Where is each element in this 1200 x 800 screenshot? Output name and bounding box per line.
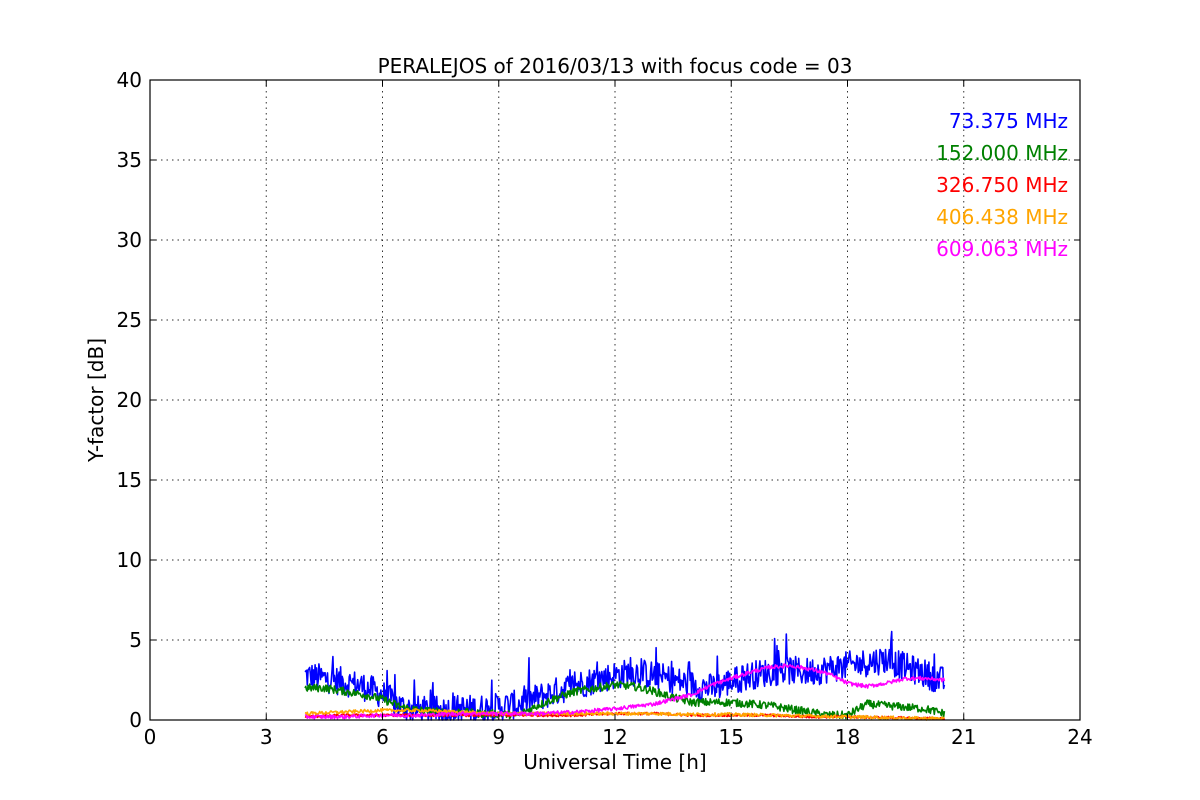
y-tick-label: 5 — [129, 628, 142, 652]
x-axis-title: Universal Time [h] — [523, 750, 706, 774]
y-tick-label: 0 — [129, 708, 142, 732]
y-tick-label: 15 — [117, 468, 142, 492]
x-tick-label: 21 — [951, 725, 976, 749]
legend-entry-2: 326.750 MHz — [936, 173, 1068, 197]
x-tick-label: 18 — [835, 725, 860, 749]
y-tick-label: 25 — [117, 308, 142, 332]
x-tick-label: 6 — [376, 725, 389, 749]
y-tick-label: 40 — [117, 68, 142, 92]
legend-entry-3: 406.438 MHz — [936, 205, 1068, 229]
y-tick-label: 10 — [117, 548, 142, 572]
legend-entry-0: 73.375 MHz — [949, 109, 1068, 133]
chart-title: PERALEJOS of 2016/03/13 with focus code … — [378, 54, 853, 78]
x-tick-label: 12 — [602, 725, 627, 749]
y-tick-label: 30 — [117, 228, 142, 252]
y-tick-label: 20 — [117, 388, 142, 412]
grid — [150, 80, 1080, 720]
legend: 73.375 MHz 152.000 MHz 326.750 MHz 406.438 … — [936, 109, 1068, 261]
x-tick-label: 3 — [260, 725, 273, 749]
x-tick-label: 24 — [1067, 725, 1092, 749]
ticks — [149, 79, 1081, 721]
legend-entry-1: 152.000 MHz — [936, 141, 1068, 165]
series-line-0 — [304, 630, 946, 721]
y-axis-title: Y-factor [dB] — [84, 338, 108, 463]
tick-labels: 0 3 6 9 12 15 18 21 24 0 5 10 15 20 25 30 35 40 — [117, 68, 1093, 749]
x-tick-label: 9 — [492, 725, 505, 749]
series-line-3 — [304, 707, 945, 721]
legend-entry-4: 609.063 MHz — [936, 237, 1068, 261]
x-tick-label: 0 — [144, 725, 157, 749]
series-layer — [304, 630, 946, 721]
x-tick-label: 15 — [719, 725, 744, 749]
y-tick-label: 35 — [117, 148, 142, 172]
series-line-4 — [304, 663, 946, 720]
